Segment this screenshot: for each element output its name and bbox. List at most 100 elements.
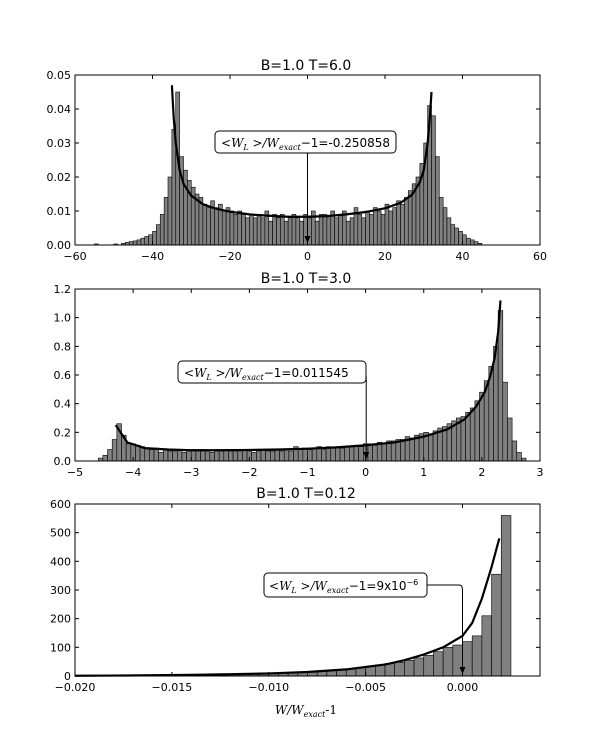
histogram-bar	[314, 220, 320, 246]
x-tick-label: −0.020	[55, 681, 96, 694]
histogram-bar	[276, 217, 281, 246]
histogram-bar	[260, 217, 266, 246]
histogram-bar	[338, 214, 343, 246]
y-tick-label: 0.05	[47, 69, 72, 82]
histogram-bar	[268, 220, 273, 246]
histogram-bar	[128, 241, 134, 246]
panel-t012: B=1.0 T=0.12 −0.020 −0.015 −0.010 −0.005 0.0…	[50, 486, 541, 719]
histogram-bar	[125, 443, 132, 462]
y-tick-label: 0.03	[47, 137, 72, 150]
histogram-bar	[458, 231, 463, 246]
histogram-bar	[256, 214, 262, 246]
y-tick-label: 500	[50, 527, 71, 540]
histogram-bar	[358, 446, 364, 462]
x-tick-label: −5	[67, 466, 83, 479]
histogram-bar	[283, 449, 290, 462]
annotation-arrow-head	[363, 452, 370, 459]
histogram-bar	[249, 214, 254, 246]
theory-curve	[74, 538, 501, 677]
y-tick-label: 0.01	[47, 205, 72, 218]
histogram-bar	[144, 447, 150, 462]
histogram-bar	[392, 207, 397, 246]
histogram-bar	[283, 220, 289, 246]
theory-curve	[170, 85, 433, 218]
y-tick-label: 100	[50, 641, 71, 654]
y-tick-label: 0.04	[47, 103, 72, 116]
histogram-bar	[400, 203, 405, 246]
histogram-bar	[322, 214, 328, 246]
histogram-bar	[442, 207, 448, 246]
histogram-bar	[376, 210, 382, 246]
histogram-bar	[311, 447, 318, 462]
histogram-bar	[237, 210, 242, 246]
histogram-bar	[345, 220, 351, 246]
x-tick-label: 0.000	[447, 681, 479, 694]
histogram-bar	[400, 439, 406, 462]
histogram-bar	[269, 450, 276, 462]
histogram-bar	[280, 214, 285, 246]
histogram-bar	[144, 236, 149, 246]
histogram-bar	[288, 450, 294, 462]
x-tick-label: 2	[478, 466, 485, 479]
annotation-arrow-line	[427, 584, 463, 669]
histogram-bar	[373, 207, 378, 246]
annotation-box	[263, 572, 428, 598]
histogram-bar	[214, 207, 219, 246]
x-tick-label: −40	[141, 250, 164, 263]
axis-ticks: −0.020 −0.015 −0.010 −0.005 0.000 0 100 200 300 4…	[50, 498, 540, 694]
histogram-bar	[167, 176, 173, 246]
histogram-bar	[225, 207, 231, 246]
y-tick-label: 0.2	[54, 426, 72, 439]
x-tick-label: −0.015	[152, 681, 193, 694]
histogram-bar	[361, 217, 366, 246]
histogram-bar	[339, 447, 345, 462]
histogram-bar	[132, 240, 138, 246]
histogram-bar	[326, 217, 332, 246]
theory-curve	[114, 300, 502, 452]
histogram-bar	[181, 452, 187, 462]
histogram-bar	[295, 217, 301, 246]
annotation-box	[214, 130, 397, 154]
histogram-bar	[299, 220, 304, 246]
histogram-bar	[469, 239, 475, 246]
annotation-text: <WL >/Wexact−1=-0.250858	[221, 136, 390, 152]
histogram-bar	[516, 452, 522, 462]
y-tick-label: 0.8	[54, 340, 72, 353]
histogram-bar	[388, 210, 394, 246]
histogram-bar	[471, 635, 483, 677]
annotation-arrow-head	[459, 667, 466, 674]
axis-ticks: −5 −4 −3 −2 −1 0 1 2 3 0.0 0.2 0.4 0.6 0.8 1.0 1.2	[54, 283, 544, 479]
histogram-bar	[291, 214, 297, 246]
histogram-bar	[460, 416, 466, 462]
histogram-bar	[159, 214, 165, 246]
histogram-bar	[102, 454, 108, 462]
annotation-arrow-line	[363, 371, 367, 454]
histogram-bar	[107, 449, 113, 462]
histogram-bar	[404, 659, 415, 677]
panel-title: B=1.0 T=0.12	[256, 486, 356, 502]
x-tick-label: −4	[125, 466, 141, 479]
annotation-arrow-head	[304, 236, 311, 243]
histogram-bar	[232, 450, 239, 462]
y-tick-label: 0.0	[54, 455, 72, 468]
histogram-bar	[111, 439, 118, 462]
histogram-bar	[140, 237, 146, 246]
histogram-bar	[428, 433, 434, 462]
histogram-bar	[241, 214, 246, 246]
histogram-bar	[156, 224, 161, 246]
histogram-bar	[302, 447, 308, 462]
panel-t3: B=1.0 T=3.0 −5 −4 −3 −2 −1 0 1 2 3 0.0 0.2 0.4 0.6 0.…	[54, 271, 544, 479]
x-tick-label: −0.005	[345, 681, 386, 694]
histogram-bar	[186, 450, 192, 462]
histogram-bar	[344, 446, 350, 462]
histogram-bar	[321, 449, 327, 462]
histogram-bar	[335, 446, 341, 462]
y-tick-label: 400	[50, 555, 71, 568]
x-tick-label: 20	[378, 250, 392, 263]
histogram-bar	[435, 156, 440, 246]
plot-frame	[74, 74, 541, 246]
histogram-bar	[423, 655, 434, 677]
histogram-bar	[438, 197, 444, 246]
histogram-bar	[380, 214, 386, 246]
histogram-bar	[349, 446, 355, 462]
